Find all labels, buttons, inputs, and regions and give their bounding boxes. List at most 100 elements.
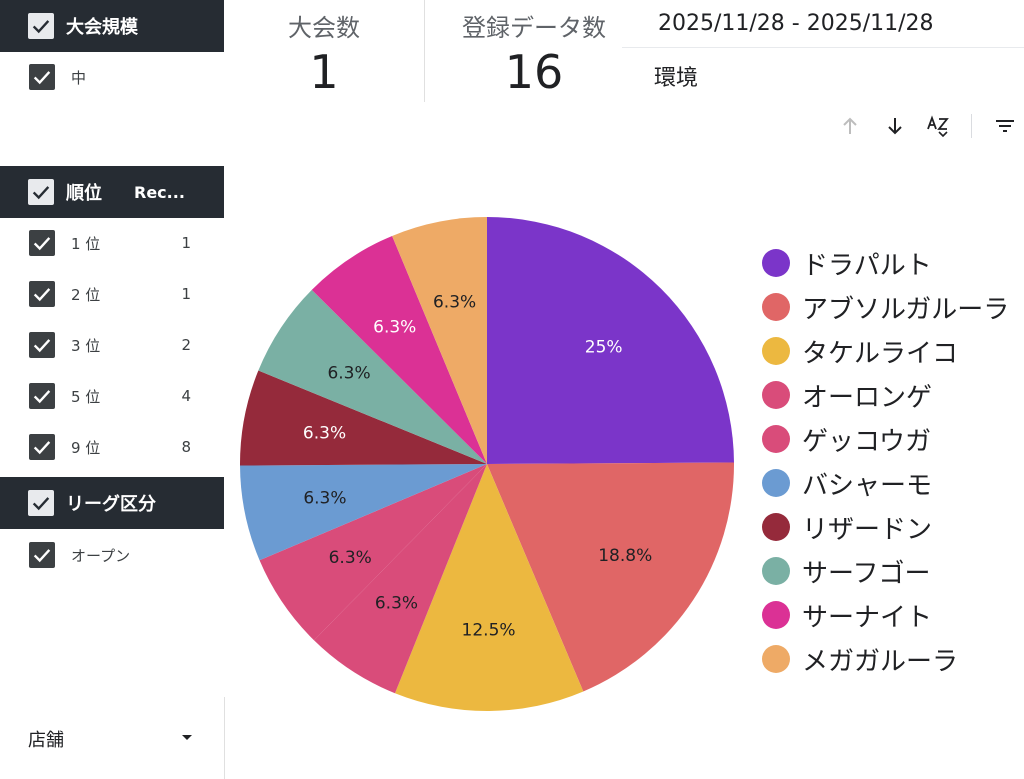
filter-option[interactable]: 中 xyxy=(0,57,224,97)
legend-swatch xyxy=(762,425,790,453)
filter-header-size[interactable]: 大会規模 xyxy=(0,0,224,52)
checkbox-select-all-size[interactable] xyxy=(28,13,54,39)
filter-header-league[interactable]: リーグ区分 xyxy=(0,477,224,529)
check-icon xyxy=(32,20,50,34)
sort-az-button[interactable] xyxy=(924,112,952,140)
filter-option-label: 3 位 xyxy=(71,336,101,355)
pie-slice-label: 6.3% xyxy=(303,488,346,508)
check-icon xyxy=(32,497,50,511)
pie-slice[interactable] xyxy=(392,217,487,464)
pie-slice[interactable] xyxy=(240,370,487,466)
legend-label: サーフゴー xyxy=(802,558,931,589)
pie-slice[interactable] xyxy=(240,464,487,561)
pie-slice-label: 6.3% xyxy=(373,318,416,338)
pie-slice-label: 25% xyxy=(585,338,623,358)
pie-slice[interactable] xyxy=(313,464,487,694)
filter-header-rank[interactable]: 順位 Rec... xyxy=(0,166,224,218)
store-dropdown[interactable]: 店舗 xyxy=(0,714,224,764)
legend-item[interactable]: タケルライコ xyxy=(762,329,1024,373)
filter-option[interactable]: 3 位 2 xyxy=(0,325,224,365)
pie-slice[interactable] xyxy=(394,464,584,711)
filter-option[interactable]: 9 位 8 xyxy=(0,427,224,467)
check-icon xyxy=(33,390,51,404)
legend-label: バシャーモ xyxy=(802,470,933,501)
legend-swatch xyxy=(762,645,790,673)
checkbox[interactable] xyxy=(29,383,55,409)
filter-option[interactable]: オープン xyxy=(0,535,224,575)
pie-slice-label: 6.3% xyxy=(433,293,476,313)
pie-slice-label: 6.3% xyxy=(303,424,346,444)
check-icon xyxy=(33,71,51,85)
legend-item[interactable]: バシャーモ xyxy=(762,461,1024,505)
checkbox[interactable] xyxy=(29,332,55,358)
sort-az-icon xyxy=(927,115,949,138)
pie-slice[interactable] xyxy=(487,217,734,464)
filter-sidebar: 大会規模 中 順位 Rec... 1 位 1 2 位 1 3 位 2 5 位 4… xyxy=(0,0,224,779)
filter-option[interactable]: 5 位 4 xyxy=(0,376,224,416)
legend-item[interactable]: アブソルガルーラ xyxy=(762,285,1024,329)
legend-label: アブソルガルーラ xyxy=(802,294,1010,325)
divider xyxy=(224,697,225,779)
store-dropdown-label: 店舗 xyxy=(28,730,64,751)
checkbox[interactable] xyxy=(29,434,55,460)
record-count-header[interactable]: Rec... xyxy=(134,182,185,202)
pie-chart: 25% 18.8% 12.5% 6.3% 6.3% 6.3% 6.3% 6.3% 6.3% 6.3… xyxy=(240,217,734,711)
legend-item[interactable]: ドラパルト xyxy=(762,241,1024,285)
filter-option-count: 1 xyxy=(181,234,191,252)
filter-option-count: 1 xyxy=(181,285,191,303)
checkbox[interactable] xyxy=(29,64,55,90)
pie-slice-label: 18.8% xyxy=(598,546,652,566)
legend-label: オーロンゲ xyxy=(802,382,933,413)
environment-title: 環境 xyxy=(654,66,699,91)
legend-item[interactable]: オーロンゲ xyxy=(762,373,1024,417)
legend-swatch xyxy=(762,513,790,541)
kpi-value: 16 xyxy=(504,45,564,99)
sort-descending-button[interactable] xyxy=(881,112,909,140)
checkbox-select-all-league[interactable] xyxy=(28,490,54,516)
legend-label: ゲッコウガ xyxy=(802,426,931,457)
filter-header-label: 大会規模 xyxy=(66,17,138,38)
filter-option-count: 4 xyxy=(181,387,191,405)
sort-ascending-button[interactable] xyxy=(836,112,864,140)
filter-option[interactable]: 1 位 1 xyxy=(0,223,224,263)
divider xyxy=(971,114,972,138)
checkbox[interactable] xyxy=(29,230,55,256)
legend-label: リザードン xyxy=(802,514,933,545)
kpi-tournament-count: 大会数 1 xyxy=(224,0,424,102)
legend-item[interactable]: リザードン xyxy=(762,505,1024,549)
date-range-text: 2025/11/28 - 2025/11/28 xyxy=(658,11,934,36)
filter-option-label: 5 位 xyxy=(71,387,101,406)
legend-item[interactable]: サーナイト xyxy=(762,593,1024,637)
legend-item[interactable]: メガガルーラ xyxy=(762,637,1024,681)
check-icon xyxy=(32,186,50,200)
check-icon xyxy=(33,339,51,353)
legend-swatch xyxy=(762,293,790,321)
divider xyxy=(424,0,425,102)
pie-slice[interactable] xyxy=(259,464,487,641)
legend-item[interactable]: ゲッコウガ xyxy=(762,417,1024,461)
pie-slice-label: 6.3% xyxy=(375,594,418,614)
legend-swatch xyxy=(762,337,790,365)
checkbox-select-all-rank[interactable] xyxy=(28,179,54,205)
legend-swatch xyxy=(762,381,790,409)
sort-descending-icon xyxy=(888,118,902,135)
pie-slice-label: 12.5% xyxy=(462,620,516,640)
pie-slice[interactable] xyxy=(487,462,734,692)
pie-slice[interactable] xyxy=(258,289,487,464)
filter-button[interactable] xyxy=(991,112,1019,140)
filter-header-label: 順位 xyxy=(66,183,102,204)
date-range-picker[interactable]: 2025/11/28 - 2025/11/28 xyxy=(622,0,1024,48)
checkbox[interactable] xyxy=(29,542,55,568)
checkbox[interactable] xyxy=(29,281,55,307)
legend-label: タケルライコ xyxy=(802,338,959,369)
pie-slice-label: 6.3% xyxy=(327,364,370,384)
filter-header-label: リーグ区分 xyxy=(66,494,156,515)
filter-option-label: 1 位 xyxy=(71,234,101,253)
legend-swatch xyxy=(762,557,790,585)
kpi-label: 登録データ数 xyxy=(462,14,606,42)
filter-option-label: 中 xyxy=(71,68,87,87)
filter-option[interactable]: 2 位 1 xyxy=(0,274,224,314)
pie-slice[interactable] xyxy=(311,235,487,464)
check-icon xyxy=(33,288,51,302)
legend-item[interactable]: サーフゴー xyxy=(762,549,1024,593)
